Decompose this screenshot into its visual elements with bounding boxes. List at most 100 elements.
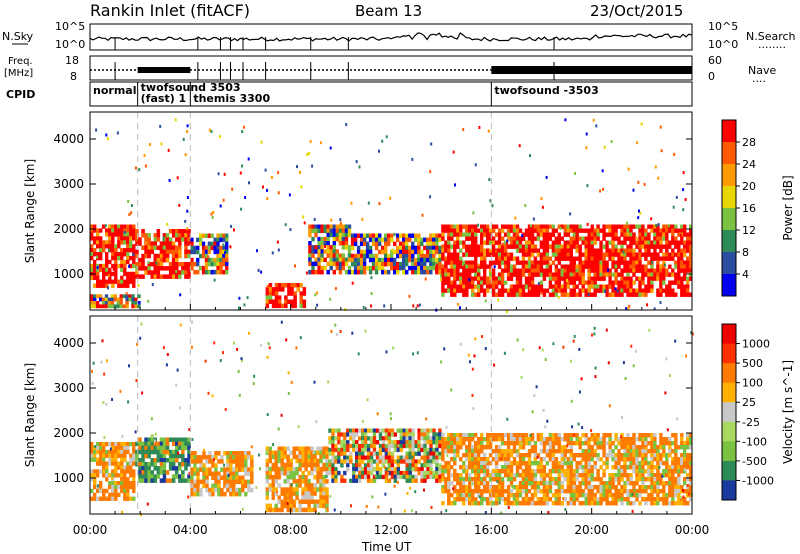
- heatmap-cell: [671, 501, 675, 506]
- heatmap-cell: [266, 413, 269, 417]
- heatmap-cell: [175, 266, 179, 271]
- heatmap-cell: [617, 489, 621, 494]
- heatmap-cell: [533, 481, 538, 486]
- heatmap-cell: [193, 463, 197, 468]
- heatmap-cell: [120, 445, 124, 451]
- heatmap-cell: [575, 465, 579, 470]
- heatmap-cell: [98, 297, 103, 302]
- heatmap-cell: [120, 232, 124, 237]
- heatmap-cell: [665, 461, 669, 466]
- heatmap-cell: [187, 253, 191, 259]
- heatmap-cell: [486, 248, 490, 253]
- heatmap-cell: [292, 475, 296, 480]
- heatmap-cell: [298, 483, 302, 488]
- heatmap-cell: [301, 475, 305, 480]
- heatmap-cell: [316, 446, 320, 451]
- heatmap-cell: [465, 284, 469, 289]
- heatmap-cell: [503, 473, 508, 478]
- heatmap-cell: [650, 276, 654, 281]
- heatmap-cell: [474, 268, 478, 273]
- heatmap-cell: [111, 484, 115, 490]
- heatmap-cell: [366, 467, 371, 472]
- heatmap-cell: [668, 453, 672, 458]
- heatmap-cell: [426, 474, 430, 480]
- heatmap-cell: [635, 445, 639, 450]
- heatmap-cell: [295, 495, 299, 500]
- heatmap-cell: [447, 449, 451, 454]
- heatmap-cell: [374, 257, 379, 263]
- heatmap-cell: [320, 236, 324, 242]
- heatmap-cell: [378, 261, 382, 267]
- heatmap-cell: [578, 268, 582, 273]
- heatmap-cell: [471, 288, 475, 293]
- heatmap-cell: [224, 407, 227, 411]
- heatmap-cell: [371, 261, 376, 267]
- heatmap-cell: [335, 257, 339, 262]
- heatmap-cell: [462, 437, 466, 442]
- heatmap-cell: [405, 474, 409, 480]
- heatmap-cell: [581, 236, 585, 241]
- heatmap-cell: [617, 248, 621, 253]
- heatmap-cell: [238, 459, 242, 464]
- heatmap-cell: [444, 248, 448, 253]
- heatmap-cell: [512, 445, 517, 450]
- heatmap-cell: [402, 443, 406, 449]
- heatmap-cell: [265, 466, 269, 472]
- heatmap-cell: [411, 157, 414, 161]
- heatmap-cell: [471, 292, 475, 297]
- heatmap-cell: [325, 454, 329, 460]
- heatmap-cell: [480, 437, 484, 442]
- heatmap-cell: [347, 232, 352, 238]
- heatmap-cell: [483, 252, 487, 257]
- heatmap-cell: [292, 487, 296, 492]
- heatmap-cell: [453, 260, 457, 265]
- heatmap-cell: [533, 272, 538, 277]
- heatmap-cell: [414, 269, 418, 275]
- heatmap-cell: [390, 253, 394, 259]
- heatmap-cell: [96, 236, 100, 241]
- heatmap-cell: [450, 501, 454, 506]
- heatmap-cell: [235, 459, 239, 464]
- heatmap-cell: [662, 264, 666, 269]
- heatmap-cell: [116, 304, 120, 309]
- heatmap-cell: [187, 445, 191, 451]
- heatmap-cell: [605, 224, 609, 229]
- heatmap-cell: [310, 466, 314, 472]
- heatmap-cell: [447, 252, 451, 257]
- heatmap-cell: [465, 280, 469, 285]
- heatmap-cell: [114, 465, 118, 470]
- heatmap-cell: [480, 441, 484, 446]
- heatmap-cell: [432, 470, 436, 476]
- heatmap-cell: [656, 276, 660, 281]
- heatmap-cell: [389, 196, 392, 200]
- heatmap-cell: [488, 268, 493, 273]
- heatmap-cell: [489, 199, 492, 203]
- heatmap-cell: [521, 264, 526, 269]
- heatmap-cell: [243, 125, 246, 129]
- heatmap-cell: [405, 451, 409, 456]
- heatmap-cell: [506, 252, 511, 257]
- heatmap-cell: [190, 479, 194, 485]
- heatmap-cell: [638, 276, 642, 281]
- heatmap-cell: [111, 453, 115, 458]
- heatmap-cell: [623, 473, 627, 478]
- heatmap-cell: [680, 288, 684, 293]
- heatmap-cell: [605, 240, 609, 245]
- heatmap-cell: [156, 474, 161, 479]
- heatmap-cell: [593, 264, 597, 269]
- heatmap-cell: [500, 260, 505, 265]
- heatmap-cell: [374, 261, 379, 267]
- heatmap-cell: [638, 264, 642, 269]
- heatmap-cell: [650, 469, 654, 474]
- heatmap-cell: [292, 507, 296, 513]
- heatmap-cell: [393, 269, 397, 275]
- heatmap-cell: [108, 248, 111, 252]
- heatmap-cell: [512, 232, 517, 237]
- heatmap-cell: [289, 462, 293, 468]
- heatmap-cell: [308, 269, 312, 275]
- heatmap-cell: [123, 279, 127, 284]
- heatmap-cell: [662, 228, 666, 233]
- heatmap-cell: [366, 459, 371, 464]
- heatmap-cell: [196, 467, 200, 472]
- heatmap-cell: [474, 445, 478, 450]
